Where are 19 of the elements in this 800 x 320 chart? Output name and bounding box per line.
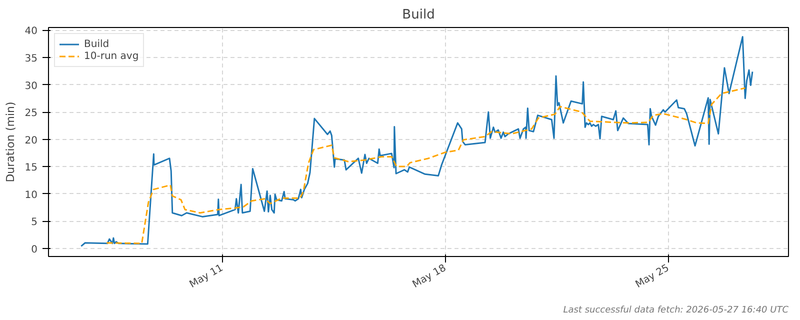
text: Last successful data fetch: 2026-05-27 16:40 UTC [563,306,790,316]
y-tick-label: 30 [24,80,38,92]
x-tick-label: May 11 [188,262,226,290]
x-tick-label: May 25 [634,262,672,290]
y-tick-label: 35 [24,53,38,64]
y-tick-label: 10 [24,190,38,201]
y-tick-label: 25 [24,108,38,120]
x-tick-label: May 18 [410,262,448,290]
legend-label: 10-run avg [84,50,139,62]
y-tick-label: 5 [31,217,38,228]
y-tick-label: 0 [31,244,38,256]
y-axis-title: Duration (min) [4,102,17,182]
y-tick-label: 15 [24,162,38,174]
line-series [106,87,746,244]
y-tick-label: 40 [24,26,38,38]
legend-label: Build [84,38,110,50]
y-tick-label: 20 [24,135,38,146]
line-series [80,36,754,247]
chart-title: Build [402,8,435,22]
